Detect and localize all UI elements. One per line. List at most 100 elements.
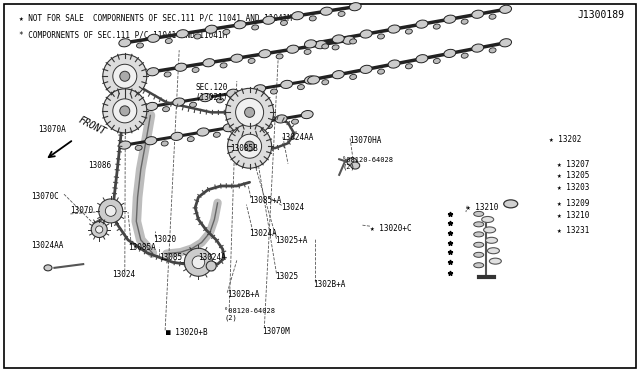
Ellipse shape [119, 141, 131, 149]
Ellipse shape [322, 80, 329, 85]
Ellipse shape [461, 53, 468, 58]
Ellipse shape [474, 232, 484, 237]
Text: ★ 13202: ★ 13202 [549, 135, 582, 144]
Ellipse shape [308, 76, 319, 84]
Ellipse shape [188, 137, 195, 142]
Circle shape [184, 248, 212, 276]
Text: ★ 13210: ★ 13210 [466, 203, 499, 212]
Ellipse shape [474, 263, 484, 268]
Ellipse shape [203, 59, 215, 67]
Ellipse shape [298, 84, 305, 90]
Ellipse shape [322, 44, 329, 49]
Text: FRONT: FRONT [77, 115, 108, 137]
Ellipse shape [349, 74, 356, 80]
Text: 13024AA: 13024AA [282, 133, 314, 142]
Ellipse shape [291, 119, 298, 124]
Ellipse shape [488, 248, 499, 254]
Ellipse shape [243, 93, 250, 99]
Ellipse shape [444, 49, 456, 58]
Text: ★ 13205: ★ 13205 [557, 171, 589, 180]
Text: 13085+A: 13085+A [250, 196, 282, 205]
Ellipse shape [309, 16, 316, 21]
Text: 13085A: 13085A [128, 243, 156, 251]
Ellipse shape [189, 102, 196, 107]
Ellipse shape [248, 58, 255, 64]
Ellipse shape [338, 12, 345, 16]
Ellipse shape [321, 7, 332, 15]
Ellipse shape [146, 102, 157, 110]
Circle shape [113, 99, 137, 123]
Text: 13086: 13086 [88, 161, 111, 170]
Ellipse shape [305, 76, 316, 84]
Ellipse shape [200, 94, 212, 102]
Text: 13085: 13085 [159, 253, 182, 262]
Ellipse shape [259, 49, 271, 58]
Text: 1302B+A: 1302B+A [227, 291, 260, 299]
Circle shape [226, 88, 274, 137]
Text: 13025+A: 13025+A [275, 236, 308, 245]
Ellipse shape [234, 21, 246, 29]
Ellipse shape [474, 222, 484, 227]
Ellipse shape [147, 68, 159, 76]
Text: 13070HA: 13070HA [349, 136, 381, 145]
Ellipse shape [205, 25, 217, 33]
Ellipse shape [433, 58, 440, 64]
Ellipse shape [135, 145, 142, 150]
Ellipse shape [287, 45, 299, 53]
Text: SEC.120
(13021): SEC.120 (13021) [195, 83, 227, 102]
Ellipse shape [119, 39, 131, 47]
Ellipse shape [305, 40, 316, 48]
Ellipse shape [175, 63, 187, 71]
Ellipse shape [119, 72, 131, 80]
Ellipse shape [388, 25, 400, 33]
Text: 13070C: 13070C [31, 192, 58, 201]
Ellipse shape [461, 19, 468, 24]
Circle shape [120, 106, 130, 116]
Circle shape [95, 226, 103, 233]
Ellipse shape [474, 242, 484, 247]
Circle shape [103, 89, 147, 133]
Text: 1302B+A: 1302B+A [314, 280, 346, 289]
Ellipse shape [504, 200, 518, 208]
Ellipse shape [266, 124, 273, 129]
Ellipse shape [304, 49, 311, 54]
Circle shape [120, 71, 130, 81]
Text: ★ 13020+C: ★ 13020+C [370, 224, 412, 232]
Ellipse shape [416, 55, 428, 63]
Text: 13020: 13020 [154, 235, 177, 244]
Ellipse shape [378, 69, 385, 74]
Ellipse shape [223, 124, 235, 132]
Ellipse shape [239, 128, 246, 133]
Text: ■ 13020+B: ■ 13020+B [166, 328, 208, 337]
Text: ★ 13203: ★ 13203 [557, 183, 589, 192]
Text: ★ 13210: ★ 13210 [557, 211, 589, 220]
Ellipse shape [252, 25, 259, 30]
Text: ★ 13209: ★ 13209 [557, 199, 589, 208]
Ellipse shape [500, 5, 511, 13]
Text: 13070: 13070 [70, 206, 93, 215]
Ellipse shape [197, 128, 209, 136]
Ellipse shape [444, 15, 456, 23]
Ellipse shape [163, 107, 170, 112]
Ellipse shape [165, 38, 172, 44]
Circle shape [228, 124, 271, 168]
Ellipse shape [44, 265, 52, 271]
Circle shape [236, 98, 264, 126]
Ellipse shape [301, 110, 313, 119]
Ellipse shape [405, 29, 412, 34]
Ellipse shape [388, 60, 400, 68]
Ellipse shape [249, 119, 261, 127]
Ellipse shape [349, 3, 361, 11]
Ellipse shape [119, 107, 131, 115]
Ellipse shape [171, 132, 183, 141]
Circle shape [99, 199, 123, 223]
Ellipse shape [136, 76, 143, 81]
Ellipse shape [281, 80, 292, 89]
Ellipse shape [275, 115, 287, 123]
Circle shape [106, 205, 116, 217]
Ellipse shape [482, 217, 493, 222]
Ellipse shape [315, 41, 327, 49]
Ellipse shape [192, 67, 199, 73]
Ellipse shape [148, 34, 159, 42]
Circle shape [244, 141, 255, 151]
